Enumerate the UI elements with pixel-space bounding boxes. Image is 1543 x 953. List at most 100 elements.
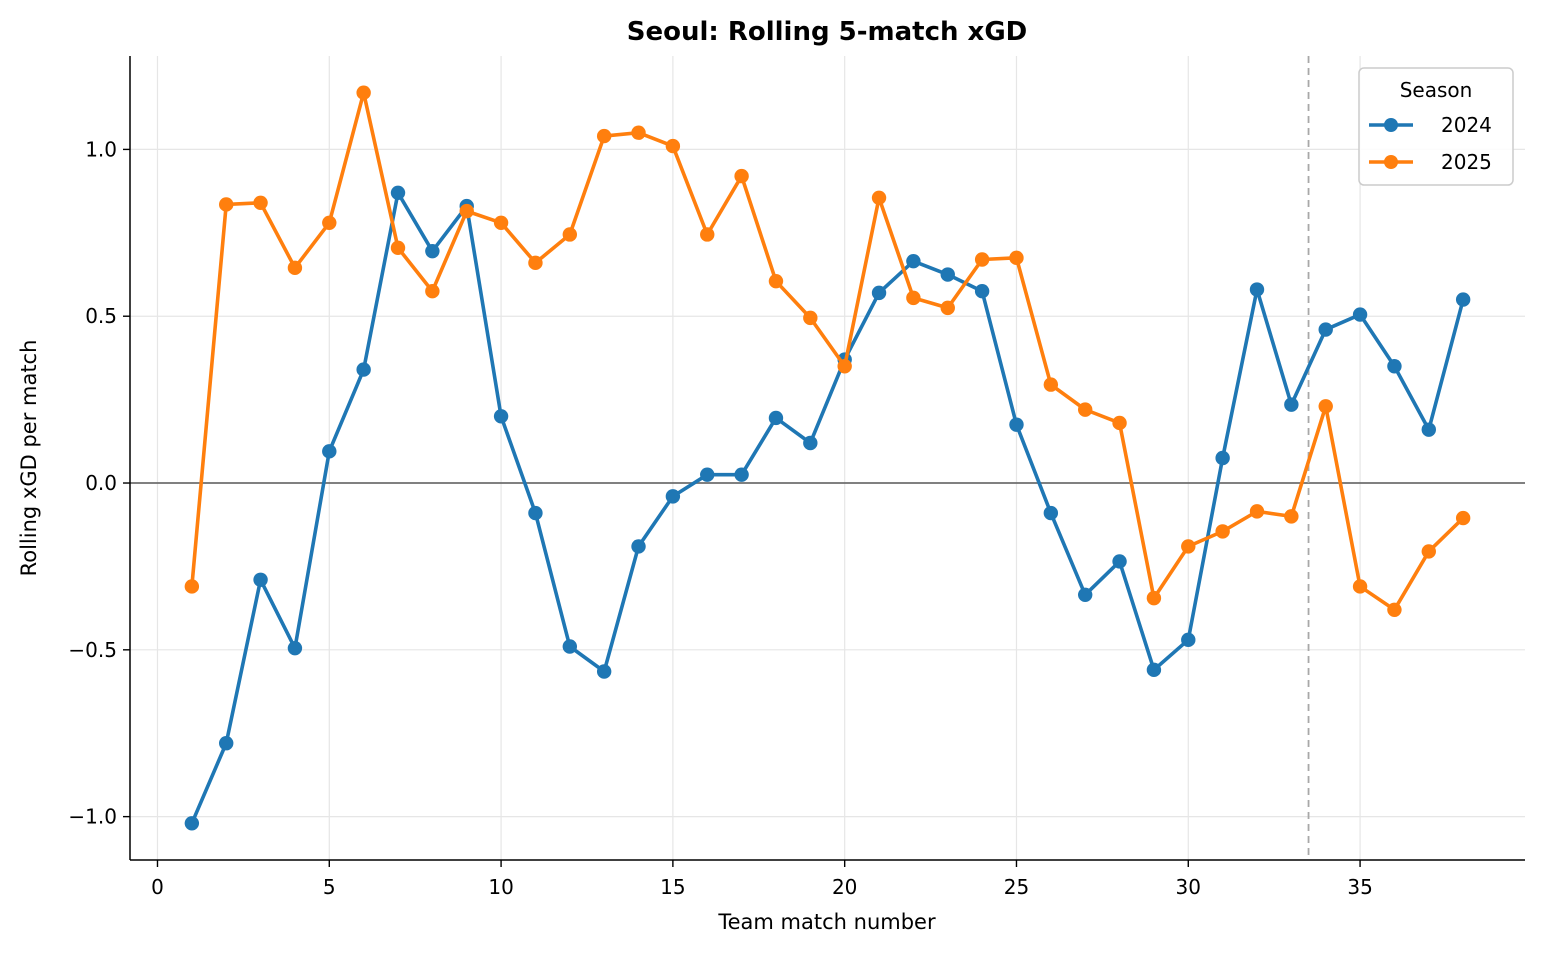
data-point-2024	[390, 185, 406, 200]
data-point-2024	[1112, 554, 1127, 569]
data-point-2025	[287, 260, 303, 276]
series-line-2024	[190, 190, 1465, 826]
data-point-2024	[322, 444, 337, 459]
data-point-2025	[596, 128, 612, 144]
data-point-2025	[562, 227, 578, 242]
data-point-2025	[734, 168, 749, 184]
data-point-2025	[1077, 402, 1093, 417]
data-point-2025	[837, 359, 852, 374]
data-point-2024	[734, 467, 749, 482]
data-point-2025	[390, 240, 406, 256]
data-point-2025	[219, 197, 234, 212]
data-point-2025	[631, 125, 646, 140]
axes-layer	[129, 56, 1525, 861]
data-point-2024	[596, 664, 612, 679]
data-point-2024	[803, 435, 818, 451]
data-point-2025	[1318, 399, 1333, 414]
data-point-2024	[493, 409, 509, 424]
grid-layer	[130, 56, 1525, 860]
data-point-2024	[665, 489, 681, 504]
data-point-2024	[871, 285, 887, 301]
data-point-2024	[974, 283, 990, 299]
data-point-2024	[1284, 397, 1299, 412]
data-point-2024	[940, 267, 955, 282]
data-point-2024	[1009, 417, 1024, 432]
data-point-2024	[356, 362, 371, 377]
data-point-2025	[1455, 510, 1471, 526]
legend: Season 2024 2025	[1358, 67, 1514, 186]
data-point-2025	[1284, 509, 1299, 524]
legend-label-2025: 2025	[1441, 150, 1492, 174]
data-point-2024	[562, 639, 578, 654]
y-axis-label: Rolling xGD per match	[17, 340, 41, 577]
data-point-2025	[1352, 579, 1368, 594]
data-point-2025	[1181, 539, 1196, 554]
x-tick-label: 10	[488, 875, 513, 899]
data-point-2025	[528, 255, 543, 271]
x-tick-label: 25	[1004, 875, 1029, 899]
x-tick-label: 15	[660, 875, 685, 899]
data-point-2025	[322, 215, 337, 231]
data-point-2025	[1112, 415, 1127, 431]
data-point-2024	[1077, 587, 1093, 602]
data-point-2025	[974, 252, 990, 267]
data-point-2024	[768, 410, 784, 426]
x-tick-label: 5	[323, 875, 336, 899]
data-point-2024	[425, 243, 440, 259]
data-point-2024	[1421, 422, 1436, 437]
data-point-2025	[1421, 544, 1436, 559]
x-tick-label: 35	[1347, 875, 1372, 899]
data-point-2024	[219, 736, 234, 751]
x-axis-label: Team match number	[717, 910, 936, 934]
legend-entry-2024: 2024	[1369, 113, 1492, 137]
data-point-2024	[1043, 505, 1059, 521]
data-point-2024	[528, 505, 543, 521]
y-tick-label: −1.0	[68, 805, 117, 829]
data-point-2025	[700, 227, 715, 242]
data-point-2025	[425, 283, 440, 299]
data-point-2024	[700, 467, 715, 482]
data-point-2024	[1181, 632, 1196, 648]
tick-layer: 0 5 10 15 20 25 30 35 −1.0 −0.5 0.0 0.5 1.0	[68, 137, 1372, 899]
legend-label-2024: 2024	[1441, 113, 1492, 137]
x-tick-label: 30	[1176, 875, 1201, 899]
reference-lines	[130, 56, 1525, 860]
legend-box	[1358, 67, 1514, 186]
data-point-2025	[1043, 377, 1059, 392]
series-2025	[184, 85, 1471, 617]
data-point-2024	[253, 572, 268, 587]
y-tick-label: 1.0	[85, 137, 117, 161]
series-layer	[184, 85, 1471, 831]
data-point-2024	[1455, 292, 1471, 307]
data-point-2025	[906, 290, 921, 306]
data-point-2024	[1249, 282, 1265, 297]
x-tick-label: 0	[151, 875, 164, 899]
data-point-2025	[803, 310, 818, 326]
legend-title: Season	[1400, 78, 1473, 102]
data-point-2025	[1146, 590, 1162, 606]
data-point-2025	[1249, 504, 1265, 519]
y-tick-label: −0.5	[68, 638, 117, 662]
series-line-2025	[190, 90, 1465, 612]
data-point-2024	[1146, 662, 1162, 678]
data-point-2024	[1352, 307, 1368, 322]
series-2024	[184, 185, 1471, 831]
legend-entry-2025: 2025	[1369, 150, 1492, 174]
data-point-2025	[1009, 250, 1024, 266]
x-tick-label: 20	[832, 875, 857, 899]
data-point-2025	[356, 85, 371, 100]
data-point-2025	[665, 138, 681, 154]
data-point-2024	[184, 816, 200, 831]
data-point-2025	[940, 300, 955, 316]
data-point-2025	[459, 203, 474, 219]
data-point-2024	[287, 640, 303, 656]
data-point-2025	[184, 579, 200, 594]
data-point-2025	[871, 190, 887, 205]
data-point-2024	[1387, 359, 1402, 374]
data-point-2025	[253, 195, 268, 210]
data-point-2025	[1215, 524, 1230, 539]
y-tick-label: 0.5	[85, 304, 117, 328]
legend-marker-2025	[1384, 155, 1398, 169]
data-point-2025	[493, 215, 509, 231]
